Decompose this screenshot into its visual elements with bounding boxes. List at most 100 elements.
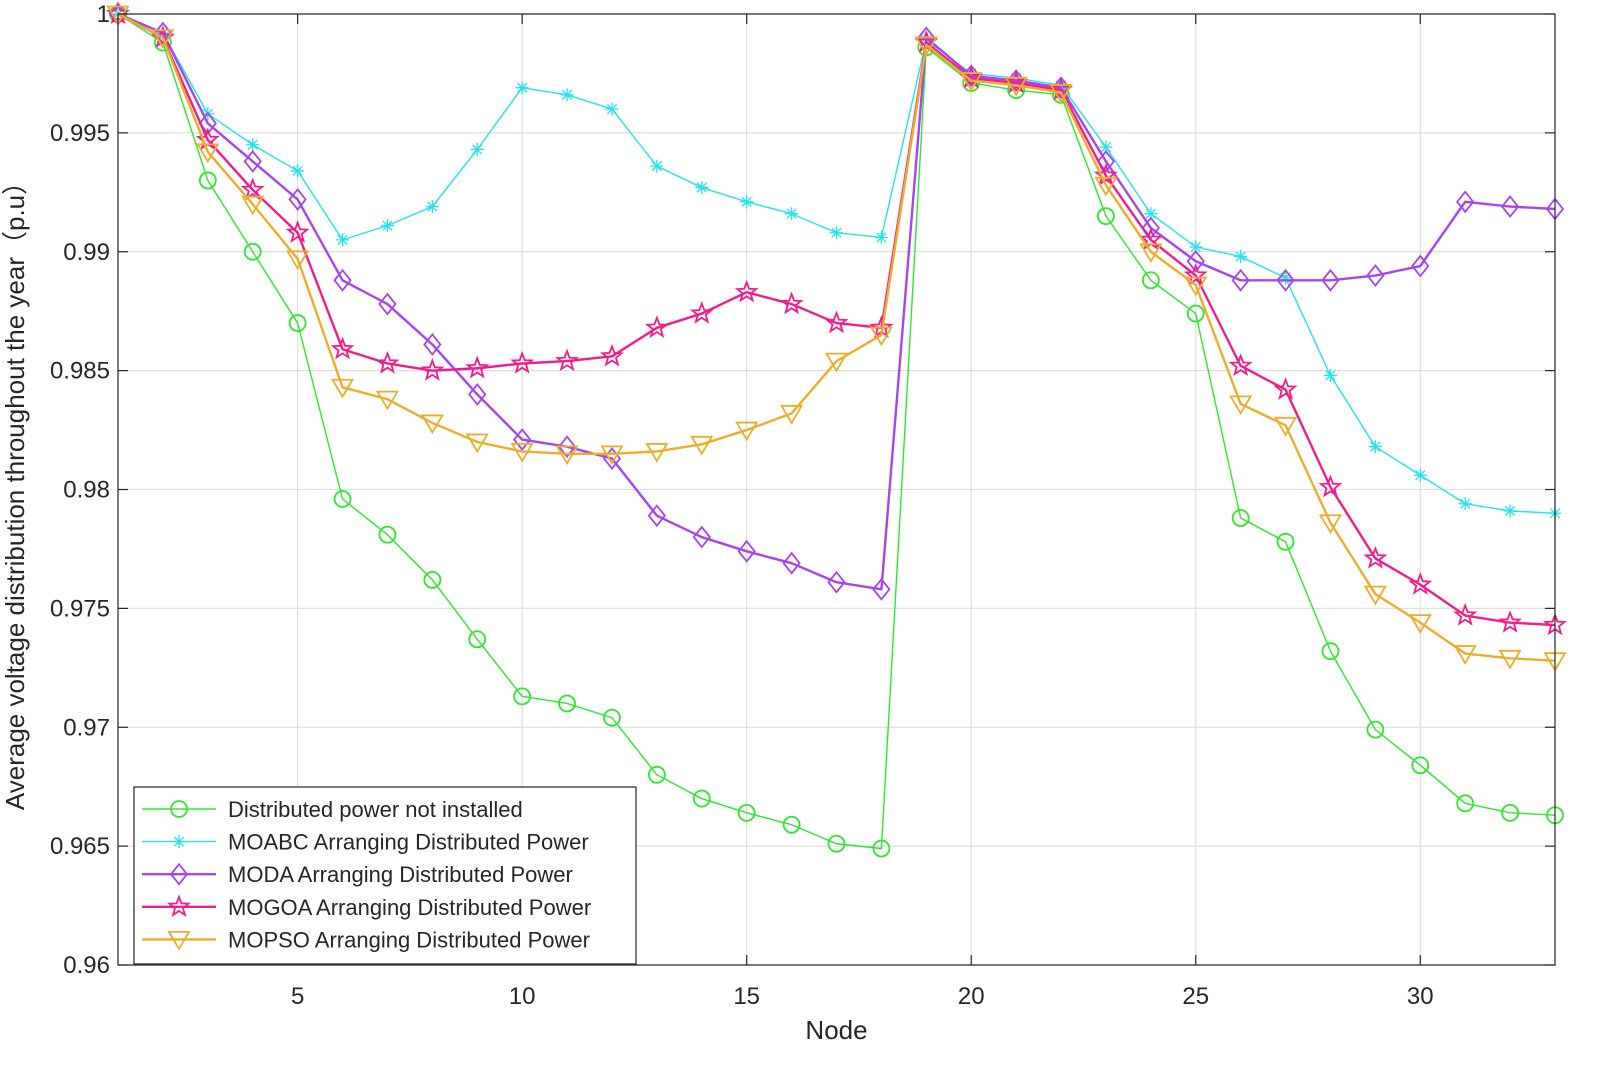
data-point bbox=[420, 414, 444, 435]
x-tick-label: 15 bbox=[733, 983, 760, 1010]
data-point bbox=[1231, 268, 1250, 292]
data-point bbox=[465, 433, 489, 454]
data-point bbox=[1228, 353, 1253, 377]
series-1 bbox=[109, 5, 1564, 858]
data-point bbox=[510, 443, 534, 463]
data-point bbox=[785, 207, 799, 221]
data-point bbox=[780, 405, 804, 425]
y-axis-label: Average voltage distribution throughout … bbox=[0, 169, 30, 810]
legend-item: MODA Arranging Distributed Power bbox=[142, 862, 573, 887]
series-line bbox=[117, 13, 1556, 850]
data-point bbox=[779, 291, 804, 315]
data-point bbox=[555, 445, 579, 466]
data-point bbox=[692, 525, 711, 549]
data-point bbox=[198, 111, 217, 135]
x-tick-label: 30 bbox=[1407, 983, 1434, 1010]
y-tick-label: 0.995 bbox=[50, 120, 110, 147]
grid bbox=[118, 13, 1555, 966]
data-point bbox=[1456, 794, 1475, 813]
data-point bbox=[420, 358, 445, 381]
legend: Distributed power not installed MOABC Arr… bbox=[133, 786, 637, 965]
data-point bbox=[827, 570, 846, 594]
axis-ticks: 5 10 15 20 25 30 0.96 0.965 0.97 0.975 0.98 0.985 0.… bbox=[50, 1, 1555, 1010]
data-point bbox=[1097, 207, 1115, 225]
data-point bbox=[425, 200, 439, 214]
y-tick-label: 0.97 bbox=[63, 714, 110, 741]
data-point bbox=[692, 789, 711, 808]
data-point bbox=[378, 525, 397, 544]
data-point bbox=[1363, 585, 1387, 606]
x-tick-label: 25 bbox=[1182, 983, 1209, 1010]
data-point bbox=[1453, 602, 1478, 626]
legend-label: MOGOA Arranging Distributed Power bbox=[228, 895, 591, 920]
data-point bbox=[375, 390, 400, 411]
data-point bbox=[291, 164, 305, 178]
data-point bbox=[689, 300, 714, 324]
series-5 bbox=[106, 5, 1567, 672]
data-point bbox=[1099, 140, 1113, 154]
data-point bbox=[1186, 304, 1205, 323]
data-point bbox=[288, 188, 307, 211]
data-point bbox=[288, 314, 307, 332]
data-point bbox=[735, 421, 759, 442]
y-tick-label: 0.965 bbox=[50, 833, 110, 860]
data-point bbox=[1049, 84, 1073, 104]
data-point bbox=[1094, 176, 1118, 197]
data-point bbox=[1321, 268, 1340, 292]
data-point bbox=[333, 268, 352, 292]
data-point bbox=[1004, 76, 1028, 97]
data-point bbox=[557, 435, 577, 459]
data-point bbox=[1321, 642, 1340, 661]
data-point bbox=[959, 72, 983, 92]
data-point bbox=[558, 694, 576, 713]
data-point bbox=[737, 539, 756, 563]
data-point bbox=[1323, 368, 1337, 382]
data-point bbox=[1276, 532, 1295, 551]
data-point bbox=[333, 490, 352, 508]
data-point bbox=[375, 350, 400, 374]
legend-item: Distributed power not installed bbox=[142, 797, 523, 822]
data-point bbox=[1501, 803, 1519, 822]
data-point bbox=[330, 378, 355, 399]
data-point bbox=[510, 350, 535, 374]
data-point bbox=[1186, 249, 1205, 273]
data-point bbox=[1318, 474, 1343, 498]
series-4 bbox=[106, 1, 1567, 636]
data-point bbox=[690, 435, 714, 456]
data-point bbox=[644, 315, 669, 339]
legend-marker bbox=[169, 862, 189, 886]
data-point bbox=[824, 352, 849, 373]
series-line bbox=[117, 12, 1556, 627]
series-line bbox=[117, 12, 1556, 662]
data-point bbox=[782, 815, 801, 834]
data-point bbox=[468, 382, 487, 406]
y-tick-label: 0.99 bbox=[63, 239, 110, 266]
data-point bbox=[914, 36, 938, 57]
data-point bbox=[198, 171, 217, 190]
data-point bbox=[1141, 271, 1160, 290]
data-point bbox=[378, 292, 397, 316]
legend-label: MOPSO Arranging Distributed Power bbox=[228, 927, 590, 952]
data-point bbox=[243, 242, 262, 261]
data-point bbox=[246, 138, 260, 152]
data-point bbox=[286, 250, 310, 271]
data-point bbox=[869, 326, 893, 347]
y-tick-label: 0.975 bbox=[50, 595, 110, 622]
legend-marker bbox=[172, 835, 186, 849]
data-point bbox=[1184, 276, 1208, 297]
plot-series bbox=[106, 1, 1567, 858]
data-point bbox=[740, 195, 754, 209]
data-point bbox=[241, 195, 265, 216]
data-point bbox=[1413, 468, 1427, 482]
data-point bbox=[1231, 509, 1250, 527]
data-point bbox=[468, 630, 487, 649]
y-tick-label: 0.96 bbox=[63, 952, 110, 979]
legend-box bbox=[133, 786, 637, 965]
data-point bbox=[1458, 497, 1472, 511]
data-point bbox=[423, 333, 442, 356]
y-tick-label: 1 bbox=[97, 1, 110, 28]
legend-label: MODA Arranging Distributed Power bbox=[228, 862, 573, 887]
data-point bbox=[1189, 240, 1203, 254]
data-point bbox=[1229, 395, 1253, 416]
data-point bbox=[1453, 645, 1477, 665]
